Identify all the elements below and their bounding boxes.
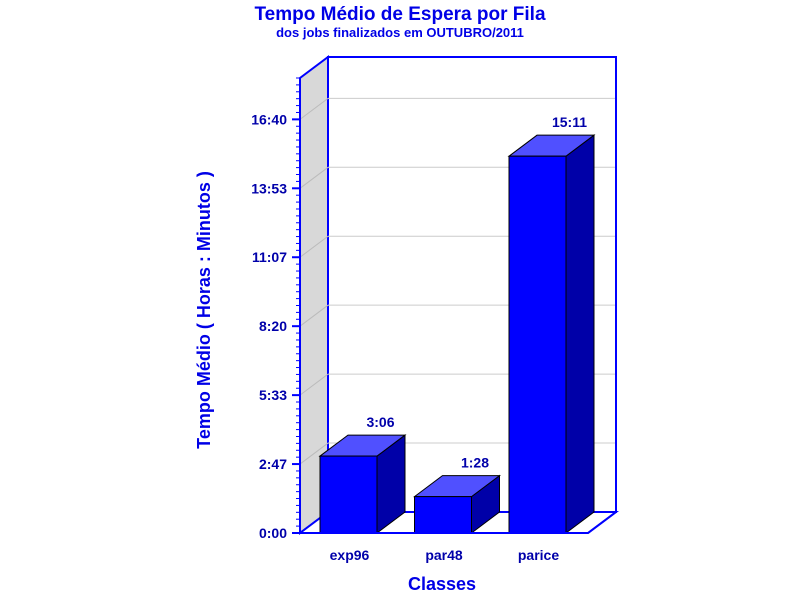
- data-label: 3:06: [366, 414, 394, 430]
- bars: 3:06 1:28 15:11: [318, 114, 596, 534]
- bar-side: [565, 134, 595, 534]
- y-tick-label: 5:33: [259, 387, 287, 403]
- bar-front: [319, 455, 378, 534]
- y-tick-label: 13:53: [251, 180, 287, 196]
- bar-parice: 15:11: [507, 114, 596, 534]
- y-tick-label: 8:20: [259, 318, 287, 334]
- chart-frame: [300, 57, 617, 534]
- x-axis: exp96 par48 parice: [330, 547, 560, 563]
- gridline-side: [299, 304, 329, 327]
- y-tick-label: 11:07: [252, 249, 287, 265]
- x-tick-label: exp96: [330, 547, 370, 563]
- y-tick-label: 0:00: [259, 525, 287, 541]
- bar-exp96: 3:06: [318, 414, 407, 534]
- x-axis-title: Classes: [408, 574, 476, 594]
- bar-par48: 1:28: [413, 455, 501, 534]
- floor-edge: [587, 511, 617, 534]
- gridline-side: [299, 97, 329, 120]
- data-label: 15:11: [552, 114, 587, 130]
- chart-title: Tempo Médio de Espera por Fila: [254, 4, 545, 25]
- gridline-side: [299, 235, 329, 258]
- gridline-side: [299, 373, 329, 396]
- x-tick-label: par48: [425, 547, 463, 563]
- y-axis-title: Tempo Médio ( Horas : Minutos ): [194, 171, 214, 449]
- x-tick-label: parice: [518, 547, 559, 563]
- bar-front: [508, 155, 567, 534]
- y-axis: 0:00 2:47 5:33 8:20 11:07 13:53 16:40: [251, 77, 301, 541]
- gridline-side: [299, 166, 329, 189]
- y-tick-label: 16:40: [251, 111, 287, 127]
- chart-subtitle: dos jobs finalizados em OUTUBRO/2011: [276, 25, 524, 40]
- bar-front: [414, 496, 472, 534]
- data-label: 1:28: [461, 455, 489, 471]
- gridline-side: [299, 442, 329, 465]
- y-tick-label: 2:47: [259, 456, 287, 472]
